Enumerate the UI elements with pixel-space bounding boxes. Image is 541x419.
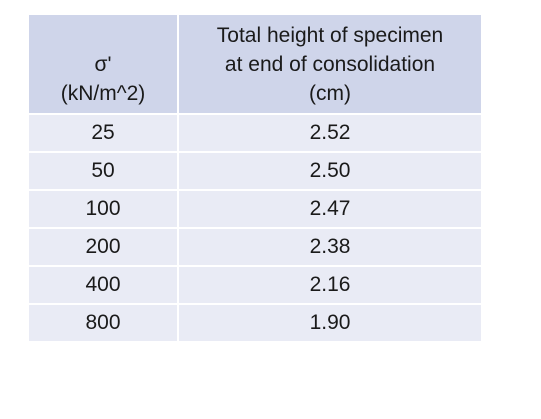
height-cell: 2.38	[179, 227, 481, 265]
header-height-line-1: Total height of specimen	[216, 24, 444, 47]
header-stress-unit: (kN/m^2)	[60, 82, 146, 105]
table-row: 800 1.90	[29, 303, 481, 341]
header-total-height: Total height of specimen at end of conso…	[179, 15, 481, 113]
stress-cell: 100	[29, 189, 179, 227]
header-effective-stress: σ' (kN/m^2)	[29, 15, 179, 113]
table-header: σ' (kN/m^2) Total height of specimen at …	[29, 15, 481, 113]
header-stress-symbol: σ'	[94, 53, 112, 76]
stress-cell: 800	[29, 303, 179, 341]
consolidation-table: σ' (kN/m^2) Total height of specimen at …	[29, 15, 481, 341]
height-cell: 2.52	[179, 113, 481, 151]
height-cell: 2.47	[179, 189, 481, 227]
stress-cell: 25	[29, 113, 179, 151]
table-row: 200 2.38	[29, 227, 481, 265]
table-row: 400 2.16	[29, 265, 481, 303]
stress-cell: 50	[29, 151, 179, 189]
stress-cell: 200	[29, 227, 179, 265]
header-height-unit: (cm)	[309, 82, 351, 105]
table-body: 25 2.52 50 2.50 100 2.47 200 2.38 400 2.…	[29, 113, 481, 341]
table-row: 25 2.52	[29, 113, 481, 151]
height-cell: 2.50	[179, 151, 481, 189]
stress-cell: 400	[29, 265, 179, 303]
header-height-line-2: at end of consolidation	[224, 53, 436, 76]
height-cell: 2.16	[179, 265, 481, 303]
table-row: 50 2.50	[29, 151, 481, 189]
height-cell: 1.90	[179, 303, 481, 341]
header-row: σ' (kN/m^2) Total height of specimen at …	[29, 15, 481, 113]
table-row: 100 2.47	[29, 189, 481, 227]
